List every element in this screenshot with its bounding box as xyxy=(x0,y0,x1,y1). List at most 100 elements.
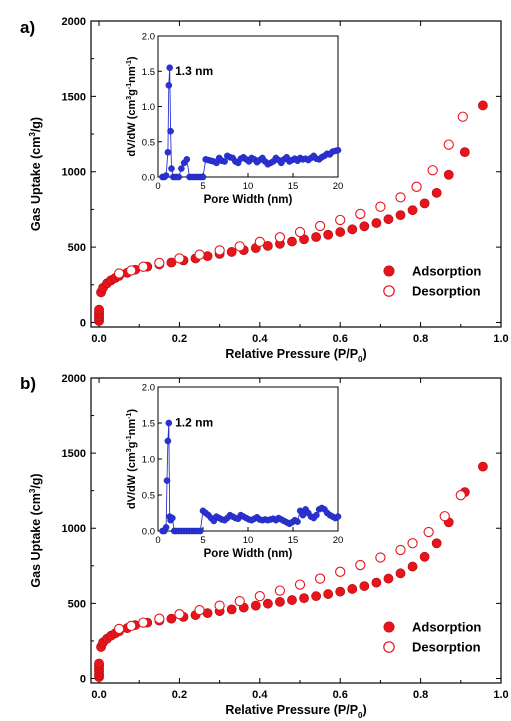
adsorption-point xyxy=(395,568,406,579)
inset-x-tick-label: 0 xyxy=(155,181,160,192)
x-tick-label: 0.6 xyxy=(333,689,348,701)
legend-marker-desorption xyxy=(383,641,395,653)
desorption-point xyxy=(455,490,466,501)
inset-point xyxy=(175,173,182,181)
desorption-point xyxy=(113,268,125,279)
inset-point xyxy=(165,419,173,427)
desorption-point xyxy=(314,573,326,584)
adsorption-point xyxy=(311,232,321,242)
desorption-point xyxy=(214,245,225,256)
y-tick-label: 1000 xyxy=(62,167,86,179)
desorption-point xyxy=(355,559,366,571)
inset-point xyxy=(183,156,191,163)
x-tick-label: 1.0 xyxy=(493,689,508,701)
inset-point xyxy=(166,64,173,72)
x-tick-label: 1.0 xyxy=(493,333,508,345)
inset-frame xyxy=(157,386,339,532)
inset-x-tick-label: 15 xyxy=(288,181,299,192)
x-tick-label: 0.8 xyxy=(413,333,428,345)
desorption-point xyxy=(335,214,346,226)
inset-point xyxy=(162,172,170,179)
adsorption-point xyxy=(443,169,454,180)
desorption-point xyxy=(174,609,185,620)
desorption-point xyxy=(423,526,434,538)
x-axis-label: Relative Pressure (P/P0) xyxy=(225,347,366,364)
desorption-point xyxy=(294,226,306,238)
adsorption-point xyxy=(166,613,177,624)
panel-label: b) xyxy=(20,374,36,393)
adsorption-point xyxy=(359,221,370,232)
adsorption-point xyxy=(371,577,382,588)
inset-point xyxy=(164,149,172,156)
inset-chart: 0 5 10 15 20 0.0 0.5 1.0 1.5 2.0 Pore Width (nm) dV… xyxy=(126,383,343,561)
desorption-point xyxy=(214,600,225,611)
y-axis-label: Gas Uptake (cm3/g) xyxy=(28,473,43,587)
legend-label-adsorption: Adsorption xyxy=(412,264,481,279)
adsorption-point xyxy=(250,600,261,611)
y-tick-label: 500 xyxy=(68,242,86,254)
desorption-point xyxy=(375,201,386,212)
legend-marker-adsorption xyxy=(383,265,395,277)
panel-label: a) xyxy=(20,18,35,37)
adsorption-point xyxy=(262,598,273,609)
inset-annotation: 1.2 nm xyxy=(175,416,213,430)
inset-x-axis-label: Pore Width (nm) xyxy=(204,194,293,206)
adsorption-point xyxy=(383,214,394,225)
desorption-point xyxy=(274,585,286,596)
adsorption-point xyxy=(431,187,442,198)
desorption-point xyxy=(314,220,326,232)
inset-y-tick-label: 2.0 xyxy=(142,32,155,43)
inset-y-axis-label: dV/dW (cm3g-1nm-1) xyxy=(126,56,138,156)
adsorption-point xyxy=(371,218,382,228)
inset-x-tick-label: 10 xyxy=(243,181,254,192)
adsorption-point xyxy=(323,229,334,240)
desorption-point xyxy=(254,591,265,602)
desorption-point xyxy=(443,139,454,150)
inset-point xyxy=(221,158,228,165)
adsorption-point xyxy=(287,236,297,247)
x-tick-label: 0.2 xyxy=(172,689,187,701)
inset-x-tick-label: 5 xyxy=(200,181,205,192)
adsorption-point xyxy=(275,596,285,607)
desorption-point xyxy=(274,232,286,243)
legend-marker-adsorption xyxy=(383,621,395,633)
adsorption-point xyxy=(431,538,442,549)
adsorption-point xyxy=(311,591,321,602)
legend-label-desorption: Desorption xyxy=(412,640,481,655)
inset-point xyxy=(167,127,174,135)
desorption-point xyxy=(138,617,149,628)
adsorption-point xyxy=(226,604,237,615)
x-tick-label: 0.6 xyxy=(333,333,348,345)
adsorption-point xyxy=(478,461,488,472)
desorption-point xyxy=(126,265,137,276)
inset-point xyxy=(294,518,301,525)
y-axis-label: Gas Uptake (cm3/g) xyxy=(28,117,43,231)
y-tick-label: 500 xyxy=(68,598,86,610)
inset-point xyxy=(178,165,185,172)
adsorption-point xyxy=(407,205,418,216)
inset-point xyxy=(169,514,176,522)
adsorption-point xyxy=(395,210,406,221)
adsorption-point xyxy=(335,586,346,597)
adsorption-point xyxy=(359,581,370,591)
inset-y-tick-label: 0.0 xyxy=(142,527,155,538)
y-tick-label: 1500 xyxy=(62,91,86,103)
inset-frame xyxy=(157,35,339,178)
y-tick-label: 2000 xyxy=(62,16,86,28)
plot-frame xyxy=(90,377,502,684)
inset-annotation: 1.3 nm xyxy=(175,64,213,78)
desorption-point xyxy=(355,208,366,220)
adsorption-point xyxy=(383,573,394,584)
desorption-point xyxy=(395,544,406,556)
inset-point xyxy=(199,173,207,181)
inset-x-tick-label: 5 xyxy=(200,535,205,546)
adsorption-point xyxy=(323,589,334,599)
desorption-point xyxy=(427,165,438,176)
inset-x-tick-label: 20 xyxy=(333,535,344,546)
adsorption-point xyxy=(299,593,309,604)
adsorption-point xyxy=(478,100,488,111)
legend-label-adsorption: Adsorption xyxy=(412,620,481,635)
inset-y-tick-label: 0.5 xyxy=(142,137,155,148)
x-tick-label: 0.0 xyxy=(91,333,106,345)
